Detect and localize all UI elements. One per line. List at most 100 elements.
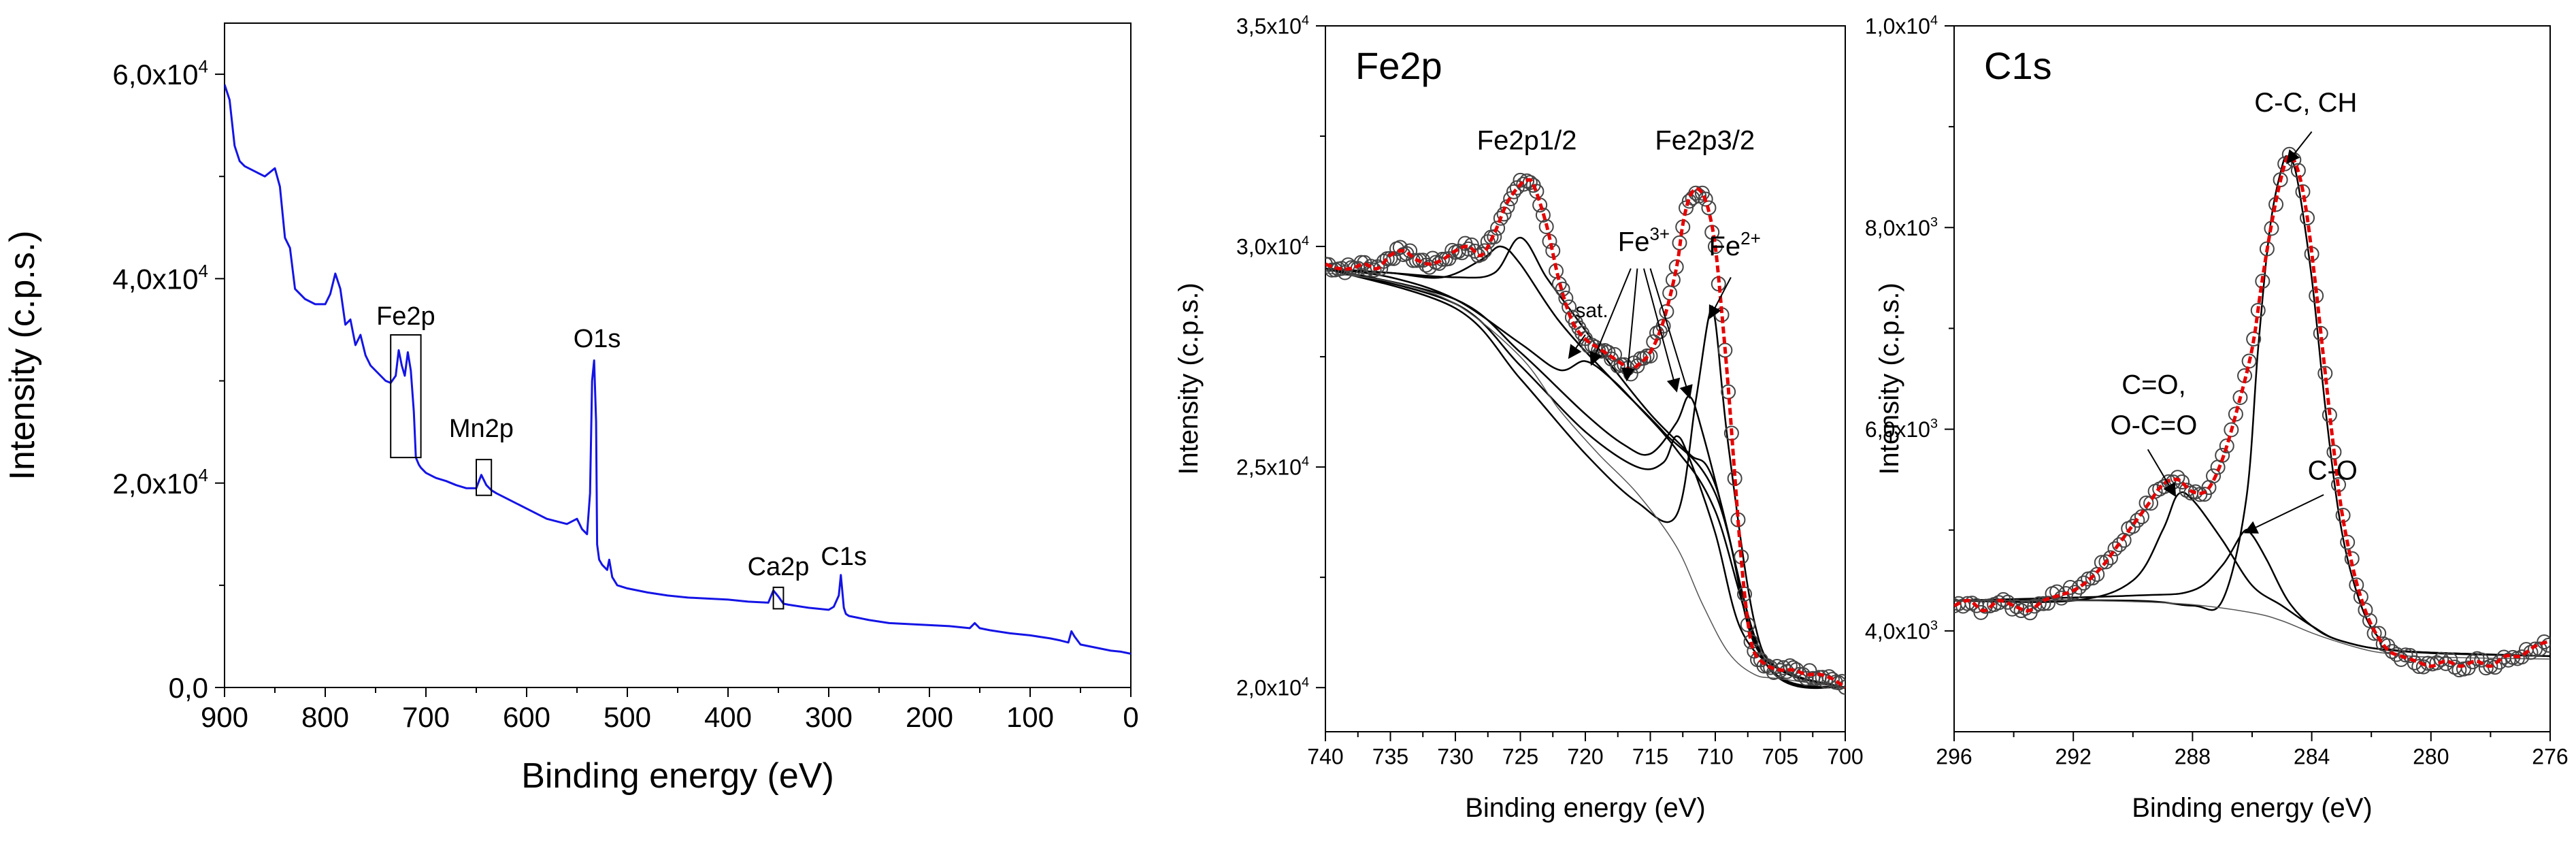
peak-label-text: O-C=O — [2111, 410, 2198, 440]
experimental-point — [2366, 626, 2382, 641]
plot-area — [1954, 146, 2550, 678]
c1s-spectrum-panel: 296 292 288 284 280 2764,0x1036,0x1038,0x1031… — [1865, 13, 2569, 823]
peak-label-text: C-C, CH — [2254, 88, 2357, 118]
experimental-point — [2031, 596, 2047, 612]
peak-label: Fe3+ — [1618, 224, 1670, 257]
pointer-arrow — [1589, 268, 1632, 366]
experimental-point — [2541, 637, 2550, 653]
experimental-point — [2071, 579, 2087, 595]
plot-frame — [224, 22, 1132, 688]
peak-label: O-C=O — [2111, 410, 2198, 440]
pointer-arrow — [2147, 449, 2177, 498]
y-tick-mantissa: 2,0x10 — [1236, 676, 1302, 700]
component-curve — [1954, 600, 2550, 660]
y-tick-label: 4,0x103 — [1865, 618, 1938, 643]
x-tick-label: 800 — [301, 701, 349, 733]
plot-frame — [1953, 25, 2551, 732]
x-tick-label: 720 — [1567, 745, 1603, 769]
x-tick-label: 300 — [805, 701, 853, 733]
component-curve — [1325, 268, 1845, 689]
experimental-point — [1529, 184, 1545, 199]
experimental-point — [1834, 674, 1845, 690]
x-tick-label: 715 — [1632, 745, 1668, 769]
y-tick-mantissa: 2,5x10 — [1236, 455, 1302, 480]
pointer-arrow — [2243, 493, 2324, 534]
y-tick-exponent: 3 — [1930, 618, 1938, 633]
pointer-arrow — [1708, 276, 1732, 320]
experimental-point — [2040, 596, 2055, 611]
y-axis-title: Intensity (c.p.s.) — [3, 231, 42, 481]
x-tick-label: 276 — [2532, 745, 2568, 769]
region-box-mn2p — [476, 459, 493, 496]
y-tick-exponent: 4 — [1302, 233, 1309, 248]
experimental-point — [1646, 334, 1662, 350]
experimental-point — [2009, 599, 2024, 615]
x-tick-label: 288 — [2175, 745, 2211, 769]
experimental-point — [2528, 641, 2543, 657]
survey-series-line — [225, 84, 1131, 655]
plot-area — [1325, 172, 1845, 695]
pointer-arrow — [2286, 131, 2313, 165]
experimental-point — [2130, 513, 2145, 528]
peak-label-text: C-O — [2308, 456, 2358, 486]
experimental-point — [2492, 654, 2507, 670]
y-tick-mantissa: 6,0x10 — [1865, 417, 1930, 442]
x-tick-label: 0 — [1123, 701, 1138, 733]
experimental-point — [2206, 468, 2222, 484]
experimental-point — [2537, 634, 2550, 649]
component-curve — [1325, 268, 1845, 689]
y-tick-mantissa: 4,0x10 — [112, 263, 198, 295]
experimental-point — [1996, 592, 2011, 607]
peak-label: Fe2p1/2 — [1477, 125, 1577, 155]
plot-frame — [1325, 25, 1846, 732]
x-tick-label: 710 — [1697, 745, 1733, 769]
experimental-point — [1366, 262, 1382, 278]
component-curve — [1325, 245, 1845, 689]
region-box-fe2p — [390, 334, 422, 459]
experimental-point — [2353, 589, 2368, 604]
experimental-point — [1701, 200, 1717, 216]
y-tick-exponent: 4 — [1930, 13, 1938, 28]
peak-label-text: sat. — [1575, 299, 1608, 322]
x-tick-label: 700 — [1827, 745, 1863, 769]
x-tick-label: 600 — [503, 701, 550, 733]
x-tick-label: 500 — [604, 701, 651, 733]
y-tick-mantissa: 8,0x10 — [1865, 216, 1930, 240]
peak-label: C-O — [2308, 456, 2358, 486]
y-tick-exponent: 4 — [1302, 454, 1309, 469]
experimental-point — [1503, 191, 1519, 207]
peak-label-text: Fe2p3/2 — [1655, 125, 1755, 155]
x-axis-title: Binding energy (eV) — [1465, 793, 1706, 823]
experimental-point — [1376, 253, 1391, 269]
experimental-point — [1698, 191, 1713, 207]
peak-label-o1s: O1s — [574, 325, 621, 353]
y-tick-label: 6,0x103 — [1865, 417, 1938, 442]
component-curve — [1325, 272, 1845, 688]
y-tick-label: 2,5x104 — [1236, 454, 1309, 479]
peak-label-text: Fe — [1618, 227, 1650, 257]
peak-label-text: C=O, — [2121, 370, 2185, 400]
panel-title: Fe2p — [1355, 44, 1442, 87]
y-tick-label: 0,0 — [169, 672, 208, 704]
y-tick-exponent: 4 — [1302, 675, 1309, 690]
x-tick-label: 100 — [1006, 701, 1054, 733]
peak-label-c1s: C1s — [821, 543, 867, 571]
y-axis-title: Intensity (c.p.s.) — [1174, 282, 1204, 474]
component-curve — [1954, 155, 2550, 658]
peak-label-ca2p: Ca2p — [748, 553, 810, 581]
experimental-point — [1991, 595, 2007, 611]
peak-label-text: Fe2p1/2 — [1477, 125, 1577, 155]
experimental-point — [1636, 351, 1651, 366]
region-box-ca2p — [772, 586, 785, 610]
pointer-arrow — [1642, 268, 1681, 393]
panel-title: C1s — [1984, 44, 2052, 87]
pointer-arrow — [1621, 268, 1638, 382]
x-tick-label: 296 — [1936, 745, 1972, 769]
peak-label-superscript: 3+ — [1649, 224, 1670, 244]
x-tick-label: 400 — [704, 701, 752, 733]
y-tick-label: 3,5x104 — [1236, 13, 1309, 38]
experimental-point — [2358, 602, 2373, 618]
experimental-point — [1363, 259, 1378, 274]
experimental-point — [2076, 575, 2092, 591]
